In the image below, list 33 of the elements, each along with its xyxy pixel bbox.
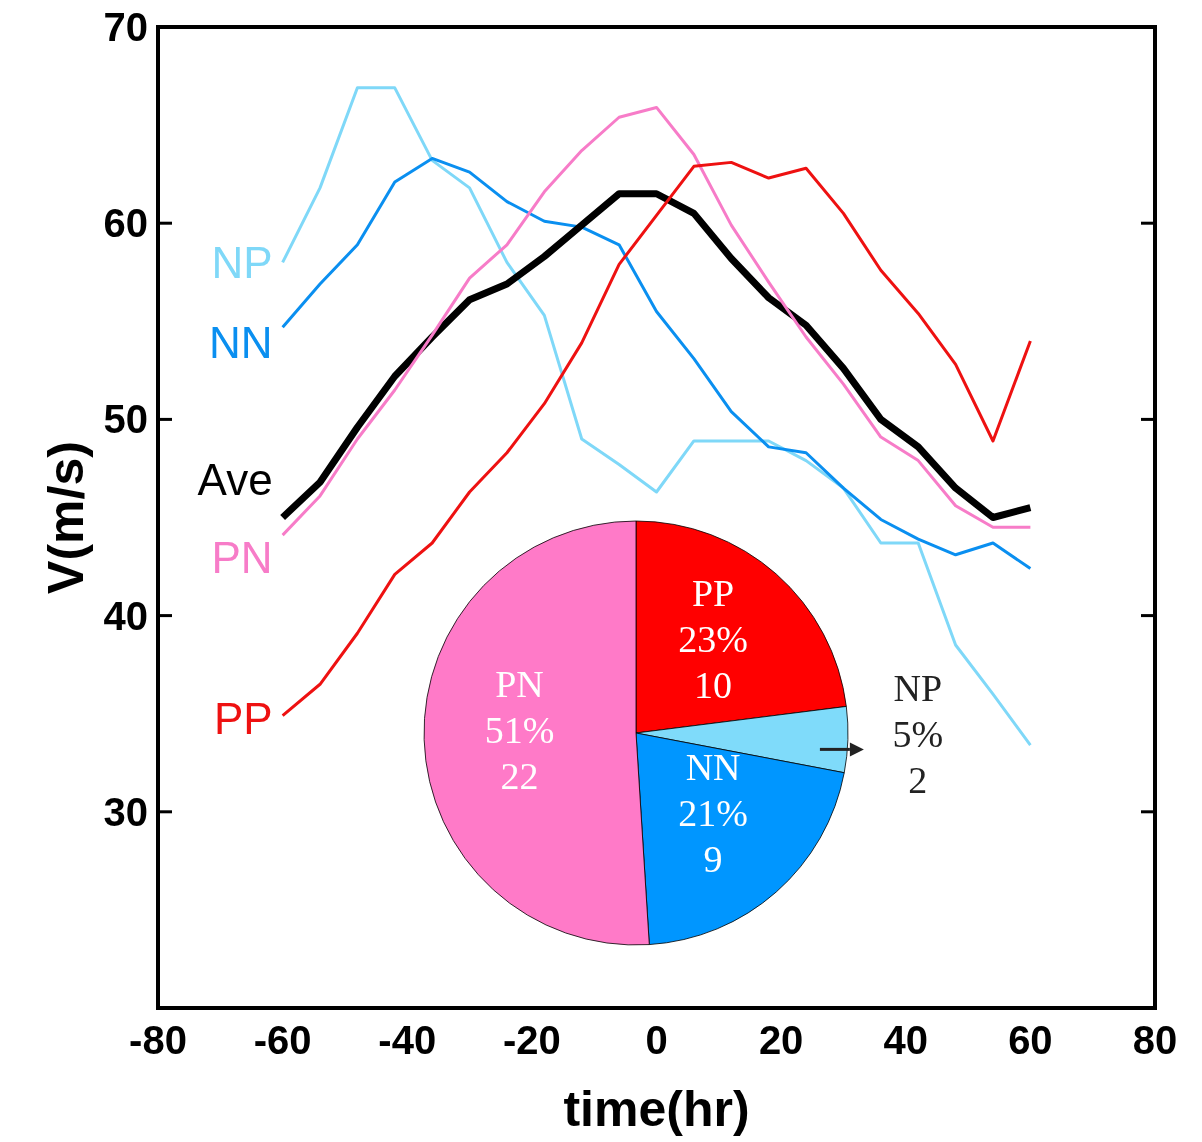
data-label: 51% 22	[484, 708, 555, 797]
slice-label: PN	[495, 662, 544, 705]
slice-label: NP	[893, 667, 943, 710]
y-tick-label: 60	[103, 201, 148, 246]
x-axis-title: time(hr)	[563, 1081, 750, 1137]
x-tick-label: -60	[253, 1018, 312, 1062]
y-tick-label: 50	[103, 397, 148, 442]
x-tick-label: 0	[645, 1018, 668, 1062]
line-series	[281, 156, 1032, 571]
line-series	[281, 160, 1032, 718]
x-tick-label: 20	[758, 1018, 804, 1062]
line-series	[281, 105, 1032, 537]
y-tick-label: 40	[103, 593, 148, 638]
series-label: NN	[209, 317, 273, 367]
y-tick-label: 70	[103, 5, 148, 49]
x-tick-label: 40	[883, 1018, 928, 1062]
y-tick-label: 30	[103, 789, 148, 834]
series-label: Ave	[197, 455, 273, 504]
data-label: 5% 2	[892, 713, 944, 802]
x-tick-label: -40	[378, 1018, 437, 1062]
series-label: PN	[211, 532, 273, 582]
x-tick-label: 80	[1132, 1018, 1178, 1062]
x-tick-label: -80	[129, 1018, 187, 1062]
x-tick-label: -20	[502, 1018, 561, 1062]
series-label: NP	[211, 237, 273, 287]
slice-label: PP	[691, 571, 735, 614]
data-label: 23% 10	[678, 617, 748, 706]
line-series	[281, 86, 1032, 747]
y-axis-title: V(m/s)	[38, 441, 94, 594]
series-label: PP	[213, 694, 273, 744]
x-tick-label: 60	[1008, 1018, 1053, 1062]
data-label: 21% 9	[678, 792, 748, 881]
slice-label: NN	[685, 746, 741, 789]
